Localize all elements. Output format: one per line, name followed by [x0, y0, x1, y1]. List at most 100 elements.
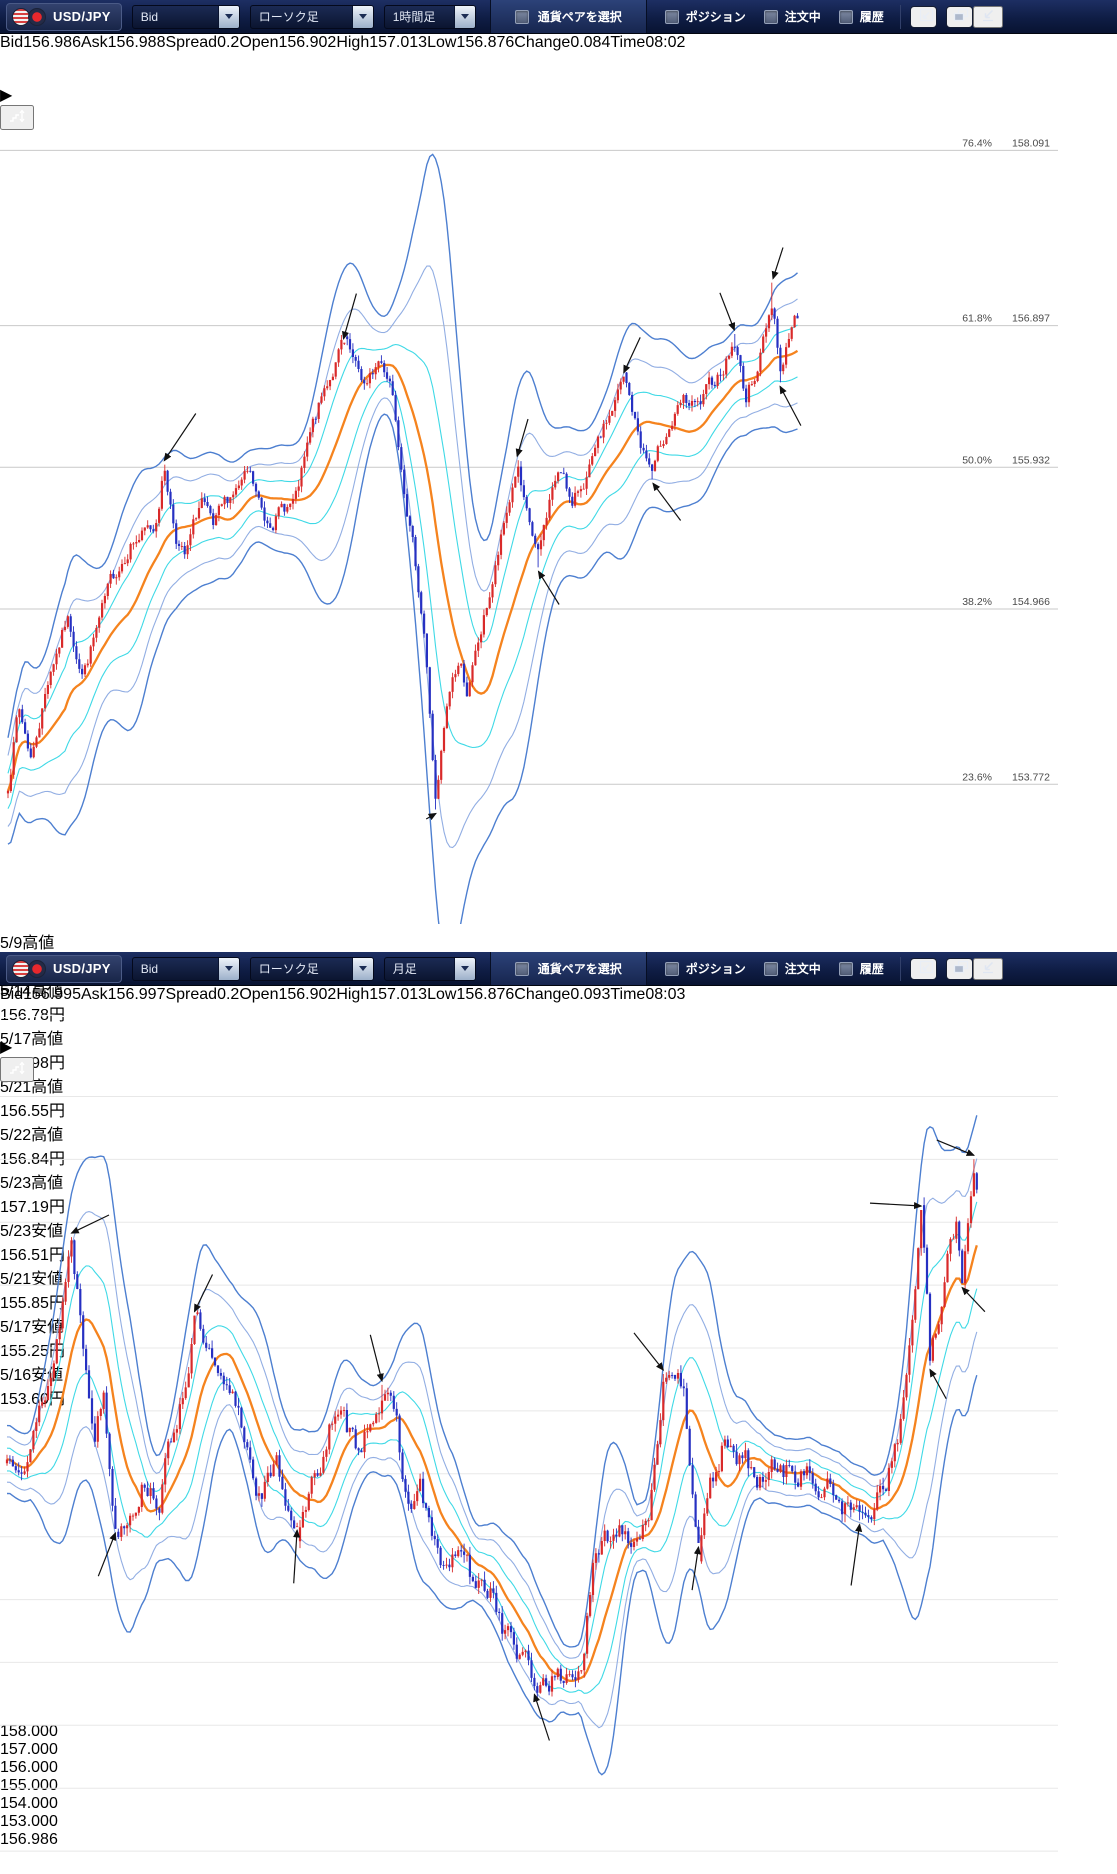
collapse-panel-button[interactable] [972, 5, 1003, 28]
collapse-arrow-icon [982, 961, 993, 973]
chart-type-dropdown[interactable]: ローソク足 [249, 4, 374, 29]
svg-text:23.6%: 23.6% [962, 771, 992, 783]
resize-chart-icon [10, 1061, 25, 1075]
svg-text:76.4%: 76.4% [962, 137, 992, 149]
toolbar-divider [899, 4, 901, 29]
checkbox[interactable] [514, 9, 529, 24]
info-label: Bid [0, 34, 24, 51]
info-label: Bid [0, 986, 24, 1003]
pair-label: USD/JPY [53, 961, 111, 976]
checkbox[interactable] [664, 9, 679, 24]
chevron-down-icon [217, 957, 239, 980]
resize-chart-icon [10, 109, 25, 123]
chevron-down-icon [217, 5, 239, 28]
collapse-panel-button[interactable] [972, 957, 1003, 980]
positions-checkbox[interactable]: ポジション [664, 8, 746, 25]
price-axis-label: 153.000 [0, 1813, 58, 1830]
currency-pair-button[interactable]: USD/JPY [6, 954, 122, 983]
navigator-resize-button[interactable] [0, 1057, 34, 1082]
info-value: 0.2 [217, 34, 240, 51]
info-label: Low [427, 34, 457, 51]
chart-annotation: 5/21高値 156.55円 [0, 1079, 65, 1120]
monthly-candlestick-chart[interactable] [0, 1082, 1058, 1874]
info-value: 156.997 [107, 986, 166, 1003]
info-label: Change [514, 986, 571, 1003]
select-pair-button[interactable]: 通貨ペアを選択 [489, 952, 647, 985]
info-value: 156.902 [278, 986, 337, 1003]
current-price-badge: 156.986 [0, 1831, 58, 1848]
svg-text:50.0%: 50.0% [962, 454, 992, 466]
info-label: Ask [80, 986, 108, 1003]
window-layout-button[interactable] [945, 957, 973, 980]
info-label: Time [610, 986, 646, 1003]
navigator-resize-button[interactable] [0, 105, 34, 130]
price-axis-label: 156.000 [0, 1759, 58, 1776]
orders-checkbox[interactable]: 注文中 [763, 960, 821, 977]
price-axis-label: 154.000 [0, 1795, 58, 1812]
checkbox[interactable] [664, 961, 679, 976]
info-label: Ask [80, 34, 108, 51]
price-type-dropdown[interactable]: Bid [131, 4, 240, 29]
chart-type-dropdown[interactable]: ローソク足 [249, 956, 374, 981]
popout-chart-icon [919, 960, 933, 973]
svg-text:156.897: 156.897 [1012, 313, 1050, 325]
info-value: 0.093 [570, 986, 611, 1003]
chart-navigator[interactable]: ▶ [0, 52, 1117, 105]
quote-info-bar: Bid156.986Ask156.988Spread0.2Open156.902… [0, 34, 1117, 52]
info-value: 157.013 [369, 986, 428, 1003]
popout-chart-icon [919, 8, 933, 21]
window-stack-icon [953, 8, 968, 21]
svg-text:61.8%: 61.8% [962, 313, 992, 325]
info-label: Open [239, 34, 279, 51]
popout-chart-button[interactable] [909, 957, 937, 980]
info-value: 156.902 [278, 34, 337, 51]
orders-checkbox[interactable]: 注文中 [763, 8, 821, 25]
info-label: Low [427, 986, 457, 1003]
navigator-row: ▶ [0, 1004, 1117, 1082]
chart-annotation: 5/14高値 156.78円 [0, 983, 65, 1024]
pair-label: USD/JPY [53, 9, 111, 24]
timeframe-dropdown[interactable]: 月足 [383, 956, 476, 981]
history-checkbox[interactable]: 履歴 [838, 960, 884, 977]
checkbox[interactable] [514, 961, 529, 976]
chart-navigator[interactable]: ▶ [0, 1004, 1117, 1057]
info-value: 0.084 [570, 34, 611, 51]
info-value: 156.986 [23, 34, 81, 51]
quote-info-bar: Bid156.995Ask156.997Spread0.2Open156.902… [0, 986, 1117, 1004]
positions-checkbox[interactable]: ポジション [664, 960, 746, 977]
checkbox[interactable] [838, 961, 853, 976]
navigator-scroll-arrow-icon[interactable]: ▶ [0, 1039, 13, 1056]
price-axis-label: 157.000 [0, 1741, 58, 1758]
checkbox[interactable] [763, 9, 778, 24]
japan-flag-icon [28, 7, 46, 26]
svg-text:158.091: 158.091 [1012, 137, 1050, 149]
info-label: High [336, 34, 370, 51]
history-checkbox[interactable]: 履歴 [838, 8, 884, 25]
navigator-row: ▶ [0, 52, 1117, 130]
chart-annotation: 5/23高値 157.19円 [0, 1175, 65, 1216]
svg-text:154.966: 154.966 [1012, 596, 1050, 608]
window-stack-icon [953, 960, 968, 973]
navigator-scroll-arrow-icon[interactable]: ▶ [0, 87, 13, 104]
select-pair-button[interactable]: 通貨ペアを選択 [489, 0, 647, 33]
svg-text:38.2%: 38.2% [962, 596, 992, 608]
hourly-candlestick-chart[interactable]: 76.4% 158.091 61.8% 156.897 50.0% 155.932 38.2… [0, 130, 1058, 967]
checkbox[interactable] [763, 961, 778, 976]
info-value: 156.876 [456, 34, 515, 51]
info-value: 0.2 [217, 986, 240, 1003]
info-label: Spread [165, 34, 218, 51]
info-value: 156.995 [23, 986, 81, 1003]
info-value: 156.988 [107, 34, 166, 51]
navigator-sparkline [0, 1010, 1046, 1023]
checkbox[interactable] [838, 9, 853, 24]
japan-flag-icon [28, 959, 46, 978]
info-label: Change [514, 34, 571, 51]
popout-chart-button[interactable] [909, 5, 937, 28]
timeframe-dropdown[interactable]: 1時間足 [383, 4, 476, 29]
price-type-dropdown[interactable]: Bid [131, 956, 240, 981]
svg-text:153.772: 153.772 [1012, 771, 1050, 783]
info-value: 157.013 [369, 34, 428, 51]
currency-pair-button[interactable]: USD/JPY [6, 2, 122, 31]
window-layout-button[interactable] [945, 5, 973, 28]
chart-area: 76.4% 158.091 61.8% 156.897 50.0% 155.932 38.2… [0, 130, 1117, 1848]
